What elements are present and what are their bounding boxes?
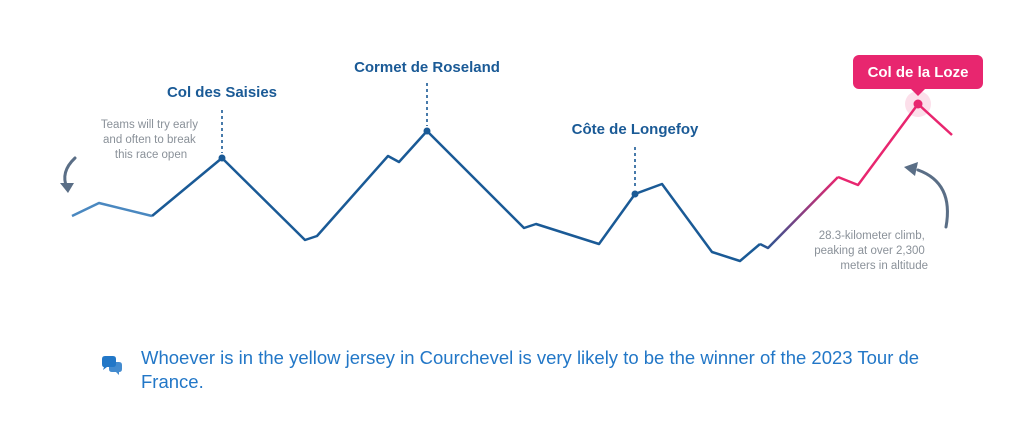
caption-text: Whoever is in the yellow jersey in Courc… (141, 347, 920, 392)
climb-marker-dot (218, 154, 226, 162)
profile-transition-segment (759, 176, 839, 250)
note-left: Teams will try early and often to break … (101, 119, 201, 161)
arrowhead-icon (904, 162, 918, 176)
final-climb-badge (853, 55, 983, 89)
climb-marker-dot (423, 127, 431, 135)
climb-label-cote-de-longefoy: Côte de Longefoy (572, 121, 699, 138)
curved-arrow-icon (916, 168, 949, 229)
climb-marker-dot (631, 190, 639, 198)
final-climb-badge-pointer (910, 88, 926, 96)
climb-label-col-des-saisies: Col des Saisies (167, 84, 277, 101)
chat-bubbles-icon (102, 356, 122, 375)
climb-label-cormet-de-roseland: Cormet de Roseland (354, 59, 500, 76)
note-right: 28.3-kilometer climb, peaking at over 2,… (814, 230, 928, 272)
profile-final-segment (837, 102, 953, 187)
final-climb-dot (913, 99, 923, 109)
profile-main-segment (151, 129, 761, 263)
arrowhead-icon (60, 183, 74, 193)
final-climb-label: Col de la Loze (868, 64, 969, 81)
profile-start-segment (71, 201, 153, 218)
